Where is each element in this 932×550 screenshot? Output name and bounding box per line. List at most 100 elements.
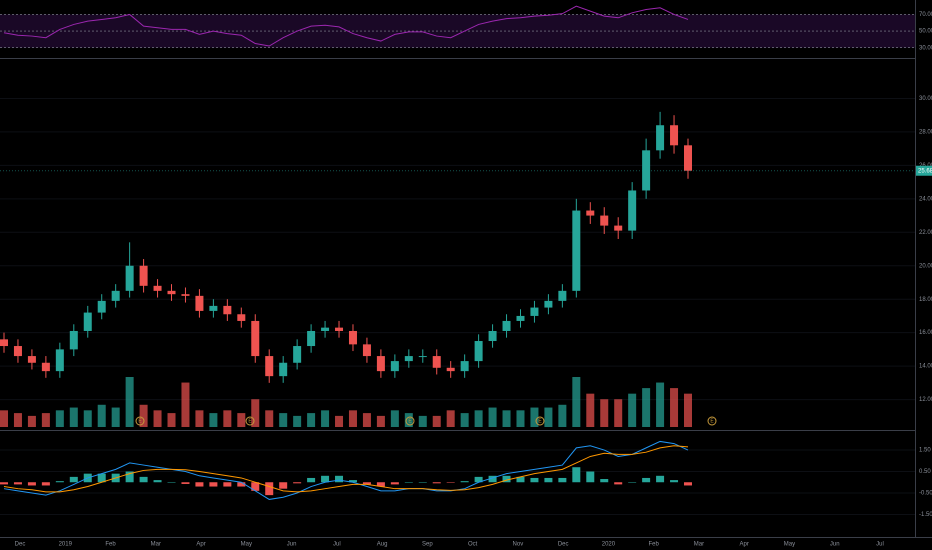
- macd-histogram-bar: [237, 482, 246, 487]
- candle-body: [432, 356, 441, 368]
- volume-bar: [628, 393, 637, 427]
- volume-bar: [55, 410, 64, 427]
- x-tick-label: Aug: [377, 542, 388, 548]
- candle-body: [97, 300, 106, 313]
- rsi-line: [3, 5, 689, 47]
- volume-bar: [265, 410, 274, 427]
- volume-bar: [153, 410, 162, 427]
- x-tick-label: 2020: [602, 542, 616, 548]
- macd-histogram-bar: [544, 477, 553, 483]
- candle-body: [41, 362, 50, 372]
- volume-bar: [307, 413, 316, 427]
- volume-bar: [335, 415, 344, 427]
- candle-body: [223, 305, 232, 315]
- candle-body: [404, 356, 413, 362]
- candle-body: [572, 210, 581, 291]
- candle-body: [670, 125, 679, 146]
- volume-bar: [502, 410, 511, 427]
- candle-body: [474, 341, 483, 362]
- volume-bar: [376, 415, 385, 427]
- volume-bar: [167, 413, 176, 427]
- macd-histogram-bar: [293, 482, 302, 484]
- macd-histogram-bar: [614, 482, 623, 485]
- candle-body: [251, 320, 260, 357]
- volume-bar: [348, 410, 357, 427]
- macd-histogram-bar: [55, 481, 64, 483]
- macd-histogram-bar: [321, 475, 330, 483]
- macd-histogram-bar: [376, 482, 385, 487]
- candle-body: [69, 330, 78, 350]
- candle-body: [460, 361, 469, 372]
- macd-histogram-bar: [684, 482, 692, 486]
- earnings-marker: [135, 416, 145, 426]
- candle-body: [181, 294, 190, 296]
- volume-bar: [125, 377, 134, 427]
- macd-histogram-bar: [516, 476, 525, 483]
- candle-body: [628, 190, 637, 231]
- volume-bar: [223, 410, 232, 427]
- volume-bar: [181, 382, 190, 427]
- candle-body: [195, 295, 204, 311]
- y-tick-label: 30.00: [919, 96, 932, 102]
- candle-body: [153, 285, 162, 291]
- candle-body: [530, 307, 539, 316]
- volume-bar: [600, 399, 609, 427]
- x-tick-label: Feb: [649, 542, 660, 548]
- earnings-marker: [405, 416, 415, 426]
- candle-body: [0, 339, 8, 347]
- volume-bar: [69, 407, 78, 427]
- macd-histogram-bar: [41, 482, 50, 486]
- macd-histogram-bar: [13, 482, 22, 485]
- x-tick-label: Jun: [287, 542, 297, 548]
- volume-bar: [614, 399, 623, 427]
- candle-body: [321, 327, 330, 331]
- volume-bar: [293, 415, 302, 427]
- volume-bar: [279, 413, 288, 427]
- candle-body: [348, 330, 357, 345]
- x-tick-label: Mar: [694, 542, 704, 548]
- candle-body: [265, 356, 274, 377]
- y-tick-label: 28.00: [919, 130, 932, 136]
- x-tick-label: Dec: [15, 542, 26, 548]
- x-tick-label: Jul: [876, 542, 884, 548]
- y-tick-label: 22.00: [919, 230, 932, 236]
- candle-body: [335, 327, 344, 331]
- macd-histogram-bar: [656, 475, 665, 483]
- macd-histogram-bar: [69, 476, 78, 483]
- candle-body: [600, 215, 609, 226]
- volume-bar: [418, 415, 427, 427]
- candle-body: [586, 210, 595, 216]
- candle-body: [307, 330, 316, 347]
- volume-bar: [13, 413, 22, 427]
- macd-histogram-bar: [390, 482, 399, 485]
- volume-bar: [446, 410, 455, 427]
- signal-line: [3, 445, 689, 493]
- x-tick-label: Sep: [422, 542, 433, 548]
- candle-body: [55, 349, 64, 372]
- candle-body: [488, 330, 497, 342]
- macd-histogram-bar: [265, 482, 274, 496]
- macd-histogram-bar: [474, 476, 483, 483]
- macd-histogram-bar: [362, 482, 371, 485]
- candle-body: [418, 356, 427, 358]
- volume-bar: [97, 404, 106, 427]
- candle-body: [642, 150, 651, 191]
- macd-histogram-bar: [125, 471, 134, 483]
- candle-body: [502, 320, 511, 331]
- macd-histogram-bar: [0, 482, 8, 485]
- x-tick-label: 2019: [59, 542, 73, 548]
- macd-histogram-bar: [488, 475, 497, 483]
- macd-histogram-bar: [209, 482, 218, 487]
- macd-line: [3, 440, 689, 500]
- volume-bar: [139, 404, 148, 427]
- y-tick-label: 1.50: [919, 448, 931, 454]
- y-tick-label: 20.00: [919, 263, 932, 269]
- macd-histogram-bar: [223, 482, 232, 487]
- candle-body: [279, 362, 288, 377]
- macd-histogram-bar: [167, 482, 176, 483]
- candle-body: [83, 312, 92, 331]
- volume-bar: [656, 382, 665, 427]
- last-price-badge: [916, 165, 932, 176]
- macd-histogram-bar: [600, 479, 609, 483]
